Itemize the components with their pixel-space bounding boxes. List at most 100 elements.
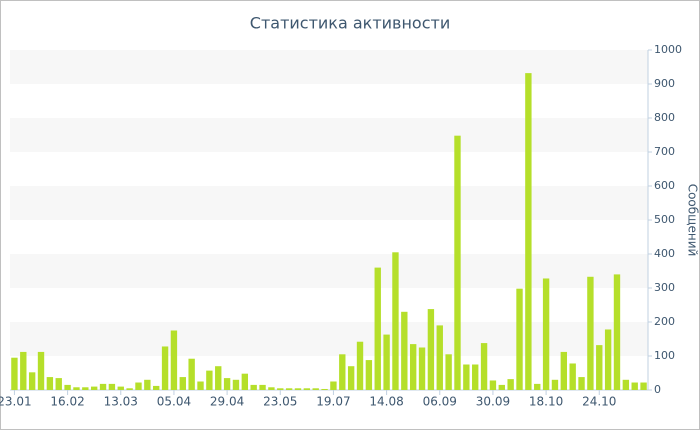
bar — [640, 382, 647, 390]
bar — [28, 372, 36, 390]
y-tick-label: 1000 — [654, 43, 682, 56]
chart-title: Статистика активности — [250, 14, 450, 33]
bar — [99, 383, 107, 390]
y-tick-label: 700 — [654, 145, 675, 158]
y-tick-label: 600 — [654, 179, 675, 192]
bar — [188, 358, 195, 390]
bar — [312, 388, 319, 390]
x-tick-label: 19.07 — [316, 395, 350, 409]
bar — [551, 379, 559, 390]
bar — [622, 379, 630, 390]
bar — [55, 378, 62, 390]
bar — [472, 364, 479, 390]
bar — [82, 387, 89, 390]
bar — [277, 388, 284, 390]
y-tick-label: 100 — [654, 349, 675, 362]
bar — [170, 330, 178, 390]
y-tick-label: 900 — [654, 77, 675, 90]
bar — [480, 343, 488, 390]
bar — [197, 381, 204, 390]
grid-band — [10, 186, 648, 220]
grid-band — [10, 118, 648, 152]
grid-band — [10, 254, 648, 288]
bar — [356, 341, 364, 390]
bar — [135, 382, 142, 390]
bar — [587, 276, 594, 390]
bar — [259, 384, 266, 390]
bar — [206, 370, 213, 390]
bar — [232, 379, 240, 390]
bar — [215, 366, 222, 390]
bar — [223, 378, 231, 390]
grid-band — [10, 322, 648, 356]
x-tick-label: 24.10 — [582, 395, 616, 409]
bar — [463, 364, 470, 390]
bar — [392, 252, 399, 390]
bar — [436, 325, 443, 390]
y-tick-label: 500 — [654, 213, 675, 226]
bar — [542, 278, 550, 390]
bar — [37, 351, 45, 390]
bar — [409, 344, 417, 390]
x-tick-label: 05.04 — [157, 395, 191, 409]
bar — [241, 373, 249, 390]
bar — [613, 274, 621, 390]
bar — [126, 388, 133, 390]
bar — [179, 377, 186, 390]
bar — [604, 329, 612, 390]
bar — [250, 384, 257, 390]
bar — [454, 135, 461, 390]
x-tick-label: 14.08 — [369, 395, 403, 409]
bar — [401, 311, 408, 390]
bar — [596, 345, 603, 390]
bar — [578, 377, 585, 390]
bar — [525, 73, 532, 391]
x-tick-label: 18.10 — [529, 395, 563, 409]
bar — [144, 379, 151, 390]
bar — [507, 379, 514, 390]
x-tick-label: 16.02 — [50, 395, 84, 409]
x-tick-label: 23.01 — [0, 395, 32, 409]
bar — [20, 351, 27, 390]
bar — [489, 380, 497, 390]
x-tick-label: 30.09 — [476, 395, 510, 409]
bar — [569, 363, 576, 390]
bar — [161, 346, 169, 390]
x-tick-label: 29.04 — [210, 395, 244, 409]
bar — [445, 354, 452, 390]
x-tick-label: 23.05 — [263, 395, 297, 409]
y-tick-label: 300 — [654, 281, 675, 294]
y-tick-label: 800 — [654, 111, 675, 124]
bar — [303, 388, 311, 390]
bar — [374, 267, 381, 390]
bar — [285, 388, 293, 390]
bar — [330, 381, 337, 390]
bar — [427, 309, 435, 390]
x-tick-label: 06.09 — [423, 395, 457, 409]
bar — [383, 334, 390, 390]
bar — [534, 383, 541, 390]
bar — [498, 384, 505, 390]
bar — [516, 288, 523, 390]
y-axis-label: Сообщений — [686, 184, 700, 257]
bar — [90, 386, 98, 390]
bar — [339, 354, 346, 390]
y-tick-label: 200 — [654, 315, 675, 328]
bar — [418, 347, 426, 390]
bar — [294, 388, 302, 390]
bar — [11, 357, 18, 390]
grid-band — [10, 50, 648, 84]
bar — [268, 387, 275, 390]
bar — [321, 388, 328, 390]
bar — [365, 360, 373, 390]
bar — [64, 384, 71, 390]
bar — [117, 386, 124, 390]
bar — [108, 383, 116, 390]
bar — [153, 385, 160, 390]
x-tick-label: 13.03 — [104, 395, 138, 409]
bar — [46, 377, 54, 390]
bar — [347, 366, 355, 390]
y-tick-label: 0 — [654, 383, 661, 396]
y-tick-label: 400 — [654, 247, 675, 260]
